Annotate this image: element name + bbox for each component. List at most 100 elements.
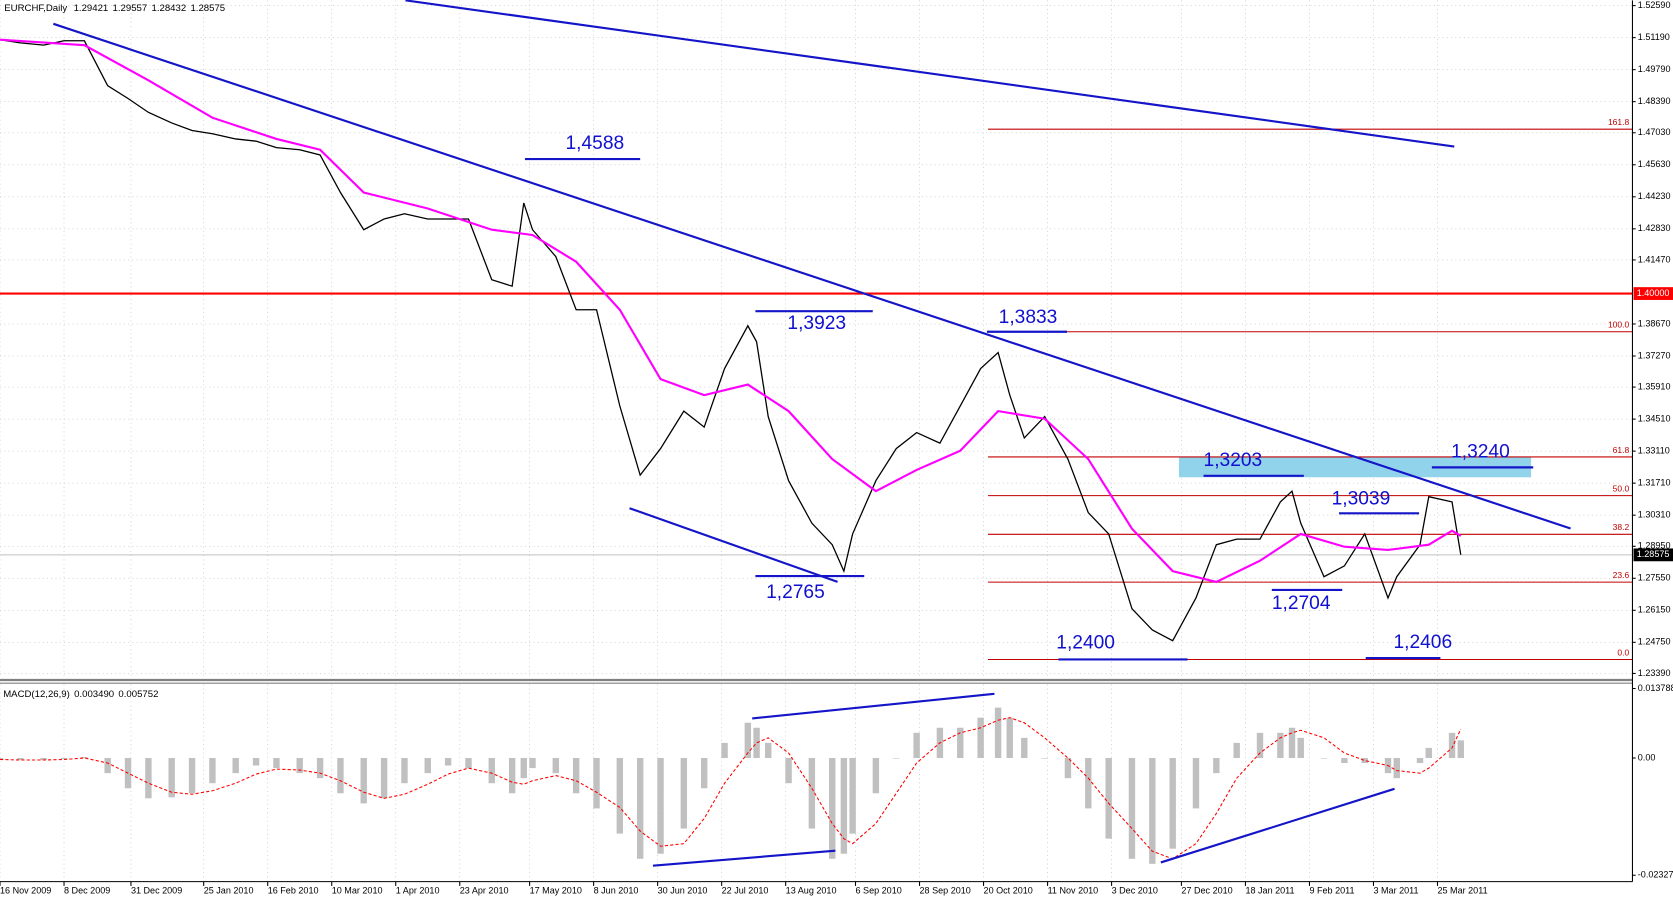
histogram-bar [657, 758, 664, 854]
low: 1.28432 [151, 2, 186, 13]
histogram-bar [765, 742, 772, 759]
fib-label: 0.0 [1617, 647, 1629, 657]
histogram-bar [1064, 758, 1072, 779]
x-tick-label: 11 Nov 2010 [1048, 886, 1099, 896]
histogram-bar [1169, 758, 1176, 849]
y-tick-label: 1.41470 [1638, 254, 1671, 264]
y-tick-label: 1.42830 [1638, 223, 1671, 233]
histogram-bar [572, 758, 580, 794]
histogram-bar [1361, 758, 1368, 764]
histogram-bar [1233, 742, 1240, 759]
histogram-bar [60, 758, 68, 760]
x-tick-label: 8 Dec 2009 [64, 886, 110, 896]
histogram-bar [753, 727, 760, 759]
fib-label: 161.8 [1608, 117, 1630, 127]
y-tick-label: 1.49790 [1638, 64, 1671, 74]
histogram-bar [337, 758, 344, 794]
histogram-bar [488, 758, 495, 784]
annotation-label: 1,3833 [999, 307, 1058, 328]
histogram-bar [1288, 727, 1296, 759]
x-tick-label: 16 Feb 2010 [268, 886, 319, 896]
x-tick-label: 23 Apr 2010 [460, 886, 509, 896]
x-tick-label: 30 Jun 2010 [658, 886, 708, 896]
close: 1.28575 [190, 2, 225, 13]
histogram-bar [316, 758, 324, 779]
y-tick-label: 1.31710 [1638, 478, 1671, 488]
histogram-bar [785, 758, 792, 784]
y-tick-label: 1.38670 [1638, 318, 1671, 328]
y-tick-label: 1.47030 [1638, 127, 1671, 137]
symbol: EURCHF,Daily [4, 2, 67, 13]
resistance-zone [1178, 457, 1532, 478]
histogram-bar [552, 758, 559, 774]
histogram-bar [636, 758, 644, 859]
x-tick-label: 22 Jul 2010 [722, 886, 769, 896]
x-tick-label: 13 Aug 2010 [786, 886, 837, 896]
high: 1.29557 [113, 2, 148, 13]
current-price-tag [1633, 548, 1673, 562]
y-tick-label: -0.02327 [1638, 870, 1673, 880]
histogram-bar [424, 758, 431, 774]
histogram-bar [380, 758, 388, 799]
indicator-name: MACD(12,26,9) [3, 688, 70, 699]
trend-line [652, 849, 836, 867]
y-tick-label: 1.34510 [1638, 414, 1671, 424]
x-tick-label: 25 Jan 2010 [204, 886, 254, 896]
histogram-bar [957, 727, 964, 759]
y-tick-label: 1.45630 [1638, 159, 1671, 169]
x-tick-label: 18 Jan 2011 [1245, 886, 1294, 896]
histogram-bar [1006, 717, 1013, 759]
histogram-bar [252, 758, 260, 766]
y-tick-label: 1.52590 [1638, 0, 1671, 10]
histogram-bar [849, 758, 856, 834]
x-tick-label: 27 Dec 2010 [1181, 886, 1232, 896]
histogram-bar [1341, 758, 1348, 764]
histogram-bar [840, 758, 848, 854]
histogram-bar [1085, 758, 1092, 809]
histogram-bar [593, 758, 600, 809]
fib-label: 38.2 [1613, 522, 1630, 532]
annotation-label: 1,3240 [1451, 442, 1510, 463]
annotation-label: 1,2765 [766, 582, 825, 603]
y-tick-label: 1.37270 [1638, 350, 1671, 360]
histogram-bar [273, 758, 280, 769]
annotation-label: 1,4588 [565, 133, 624, 154]
histogram-bar [1021, 737, 1028, 759]
trend-line [405, 0, 1455, 148]
histogram-bar [444, 758, 452, 766]
y-tick-label: 1.28950 [1638, 541, 1671, 551]
trend-line [629, 507, 838, 583]
histogram-bar [1041, 758, 1048, 759]
y-tick-label: 1.51190 [1638, 32, 1670, 42]
histogram-bar [744, 722, 752, 759]
macd-reading: 0.003490 [74, 688, 114, 699]
histogram-bar [1149, 758, 1156, 864]
x-tick-label: 1 Apr 2010 [396, 886, 440, 896]
y-tick-label: 1.27550 [1638, 573, 1671, 583]
grid [0, 0, 1633, 882]
histogram-bar [700, 758, 708, 789]
histogram-bar [829, 758, 836, 859]
y-tick-label: 1.33110 [1638, 446, 1670, 456]
histogram-bar [1297, 737, 1304, 759]
histogram-bar [81, 756, 88, 759]
histogram-bar [1457, 740, 1464, 759]
histogram-bar [168, 758, 175, 798]
fib-label: 23.6 [1613, 570, 1630, 580]
series-line [0, 38, 1462, 584]
y-tick-label: 1.35910 [1638, 381, 1671, 391]
chart-title: EURCHF,Daily 1.29421 1.29557 1.28432 1.28575 [4, 2, 225, 13]
histogram-bar [529, 758, 536, 769]
histogram-bar [1448, 732, 1456, 759]
x-tick-label: 10 Mar 2010 [332, 886, 383, 896]
histogram-bar [40, 758, 47, 761]
trend-line [53, 22, 1571, 530]
histogram-bar [1393, 758, 1400, 779]
annotation-label: 1,3039 [1332, 489, 1391, 510]
x-tick-label: 3 Mar 2011 [1373, 886, 1418, 896]
y-tick-label: 1.23390 [1638, 668, 1671, 678]
annotation-label: 1,2400 [1056, 633, 1115, 654]
annotation-label: 1,3923 [787, 313, 846, 334]
y-tick-label: 1.24750 [1638, 637, 1671, 647]
